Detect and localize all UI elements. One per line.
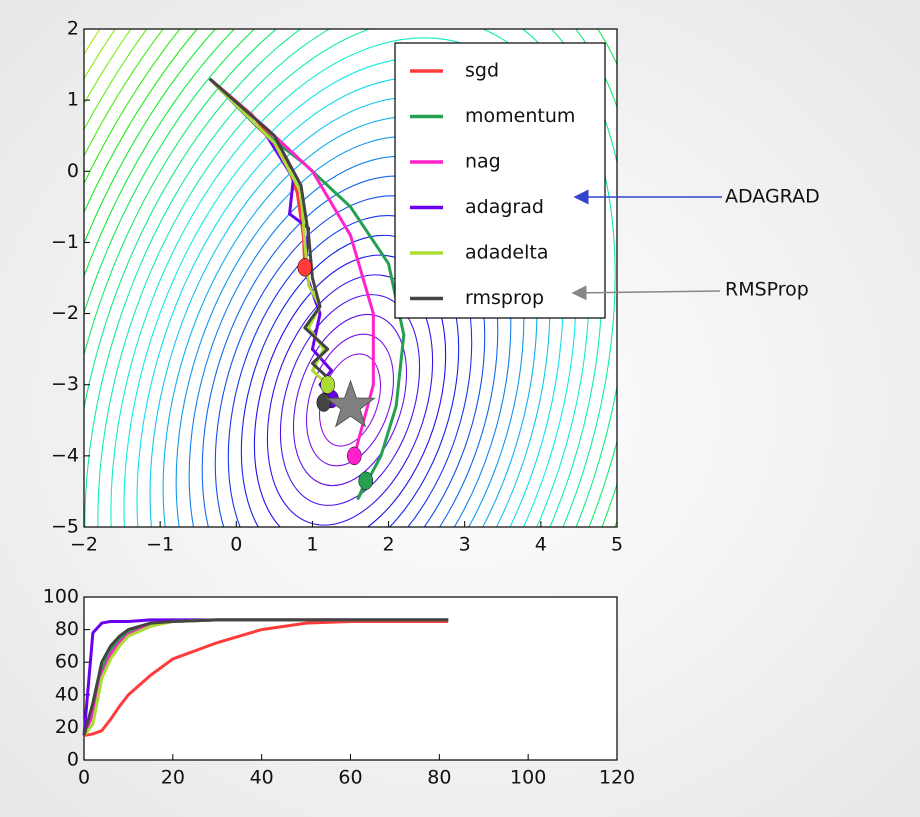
y-tick-label: 2: [67, 18, 79, 40]
y-tick-label: −3: [51, 373, 79, 395]
contour: [97, 29, 603, 527]
y-tick-label: 40: [55, 683, 79, 705]
y-tick-label: −2: [51, 302, 79, 324]
contour: [292, 313, 408, 487]
legend-box: [394, 42, 606, 319]
x-tick-label: 3: [459, 534, 471, 556]
x-tick-label: 2: [383, 534, 395, 556]
x-tick-label: −2: [70, 534, 98, 556]
y-tick-label: 1: [67, 89, 79, 111]
accuracy-line: [82, 618, 449, 736]
x-tick-label: 40: [250, 767, 274, 789]
x-tick-label: 80: [427, 767, 451, 789]
y-tick-label: 0: [67, 749, 79, 771]
x-tick-label: 120: [599, 767, 635, 789]
x-tick-label: 20: [161, 767, 185, 789]
legend-label: adagrad: [465, 196, 544, 218]
x-tick-label: 4: [535, 534, 547, 556]
y-tick-label: 100: [43, 586, 79, 608]
x-tick-label: 0: [230, 534, 242, 556]
end-point: [320, 375, 335, 394]
end-point: [297, 258, 313, 277]
y-tick-label: 60: [55, 651, 79, 673]
annotation: ADAGRAD: [725, 186, 820, 208]
plot-area: [84, 597, 617, 760]
x-tick-label: 1: [306, 534, 318, 556]
contour: [305, 333, 395, 467]
legend-label: momentum: [465, 105, 575, 127]
accuracy-chart: 0 20 40 60 80 100 120 0 20 40 60 80 100: [43, 586, 635, 789]
legend-label: nag: [465, 151, 501, 173]
legend-label: rmsprop: [465, 287, 544, 309]
legend-label: adadelta: [465, 242, 548, 264]
axes-frame: [83, 28, 618, 528]
contour: [84, 29, 616, 527]
x-tick-label: 0: [78, 767, 90, 789]
y-tick-label: 80: [55, 618, 79, 640]
y-tick-label: 20: [55, 716, 79, 738]
y-tick-label: −1: [51, 231, 79, 253]
x-tick-label: 100: [510, 767, 546, 789]
contour: [279, 294, 421, 506]
trajectory-chart: −2 −1 0 1 2 3 4 5 −5 −4 −3 −2 −1 0 1 2 sgd momentum nag ada…: [51, 18, 820, 556]
y-tick-label: 0: [67, 160, 79, 182]
contour: [84, 29, 617, 527]
end-point: [316, 393, 332, 412]
end-point: [358, 471, 373, 491]
accuracy-line: [83, 619, 449, 738]
end-point: [347, 446, 362, 466]
optimum-star: [325, 379, 376, 428]
y-tick-label: −5: [51, 516, 79, 538]
annotation: RMSProp: [725, 279, 809, 301]
x-tick-label: 60: [338, 767, 362, 789]
contour: [84, 29, 617, 527]
x-tick-label: −1: [146, 534, 174, 556]
legend-label: sgd: [465, 60, 499, 82]
arrow: [571, 285, 721, 301]
contour: [84, 29, 617, 527]
trajectory: [208, 77, 330, 403]
y-tick-label: −4: [51, 444, 79, 466]
x-tick-label: 5: [611, 534, 623, 556]
